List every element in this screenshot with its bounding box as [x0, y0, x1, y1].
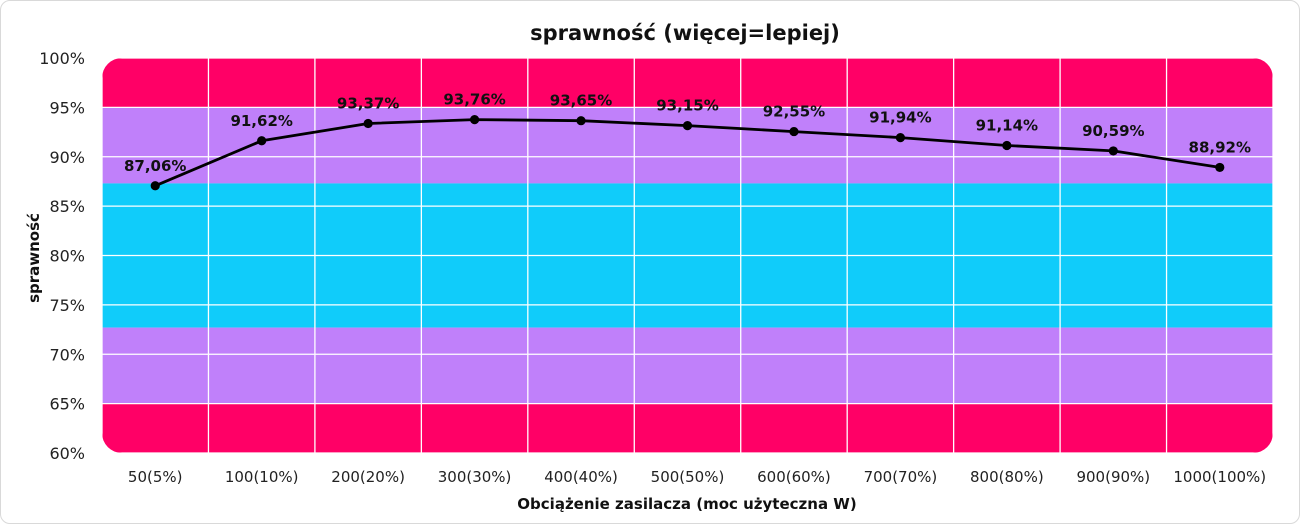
x-tick-label: 100(10%): [225, 468, 299, 486]
data-point: [1108, 146, 1118, 156]
y-tick-label: 70%: [49, 345, 85, 364]
x-axis-title: Obciążenie zasilacza (moc użyteczna W): [517, 495, 856, 513]
data-label: 92,55%: [763, 103, 825, 121]
x-tick-label: 50(5%): [128, 468, 183, 486]
data-point: [1002, 140, 1012, 151]
data-point: [789, 126, 799, 137]
y-tick-label: 85%: [49, 197, 85, 216]
data-label: 91,14%: [976, 116, 1038, 134]
data-point: [469, 115, 480, 125]
data-labels: 87,06% 91,62% 93,37% 93,76% 93,65% 93,15% 92,5…: [124, 91, 1251, 175]
band-3: [102, 327, 1273, 404]
data-label: 91,94%: [869, 109, 931, 127]
data-point: [150, 181, 160, 191]
data-label: 93,15%: [656, 97, 718, 115]
chart-title: sprawność (więcej=lepiej): [530, 21, 840, 45]
band-0: [102, 58, 1273, 108]
data-label: 93,76%: [443, 91, 505, 109]
data-label: 90,59%: [1082, 122, 1144, 140]
data-label: 87,06%: [124, 157, 186, 175]
y-tick-label: 75%: [49, 296, 85, 315]
y-tick-label: 80%: [49, 247, 85, 266]
y-tick-label: 95%: [49, 98, 85, 117]
data-label: 91,62%: [230, 112, 292, 130]
series-efficiency: [150, 115, 1225, 191]
x-tick-label: 300(30%): [438, 468, 512, 486]
x-tick-label: 500(50%): [651, 468, 725, 486]
data-point: [576, 116, 586, 126]
y-tick-label: 65%: [49, 395, 85, 414]
x-tick-label: 800(80%): [970, 468, 1044, 486]
data-point: [363, 118, 373, 129]
x-tick-label: 200(20%): [331, 468, 405, 486]
y-axis-ticks: 100% 95% 90% 85% 80% 75% 70% 65% 60%: [39, 49, 85, 463]
x-tick-label: 600(60%): [757, 468, 831, 486]
data-point: [682, 121, 693, 131]
x-tick-label: 700(70%): [864, 468, 938, 486]
y-tick-label: 90%: [49, 148, 85, 167]
y-axis-title: sprawność: [25, 213, 43, 303]
data-label: 93,65%: [550, 92, 612, 110]
data-point: [895, 132, 906, 143]
y-tick-label: 100%: [39, 49, 85, 68]
data-point: [257, 136, 267, 146]
band-4: [102, 403, 1273, 453]
x-tick-label: 900(90%): [1076, 468, 1150, 486]
x-tick-label: 400(40%): [544, 468, 618, 486]
x-axis-ticks: 50(5%) 100(10%) 200(20%) 300(30%) 400(40%) 50…: [128, 468, 1266, 486]
data-point: [1215, 162, 1225, 173]
y-tick-label: 60%: [49, 444, 85, 463]
data-label: 93,37%: [337, 94, 399, 112]
x-tick-label: 1000(100%): [1173, 468, 1266, 486]
data-label: 88,92%: [1189, 138, 1251, 156]
band-1: [102, 107, 1273, 184]
